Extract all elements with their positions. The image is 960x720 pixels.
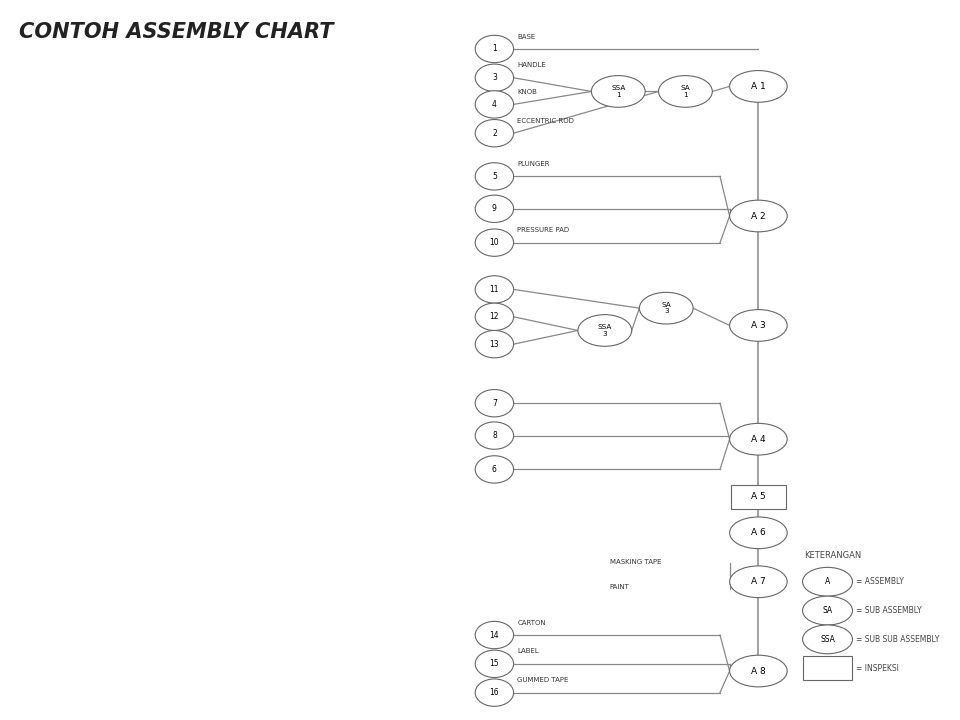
Ellipse shape: [475, 303, 514, 330]
Text: LABEL: LABEL: [517, 649, 540, 654]
Text: = SUB SUB ASSEMBLY: = SUB SUB ASSEMBLY: [856, 635, 940, 644]
Text: SA: SA: [823, 606, 832, 615]
Ellipse shape: [730, 423, 787, 455]
Text: 11: 11: [490, 285, 499, 294]
Ellipse shape: [475, 229, 514, 256]
Text: CARTON: CARTON: [517, 620, 546, 626]
Text: A: A: [825, 577, 830, 586]
Text: CONTOH ASSEMBLY CHART: CONTOH ASSEMBLY CHART: [19, 22, 334, 42]
Text: 13: 13: [490, 340, 499, 348]
Ellipse shape: [578, 315, 632, 346]
Text: = SUB ASSEMBLY: = SUB ASSEMBLY: [856, 606, 922, 615]
Ellipse shape: [475, 120, 514, 147]
Text: SSA
3: SSA 3: [598, 324, 612, 337]
Ellipse shape: [475, 64, 514, 91]
Text: KNOB: KNOB: [517, 89, 538, 95]
Text: A 6: A 6: [751, 528, 766, 537]
Ellipse shape: [730, 310, 787, 341]
Text: HANDLE: HANDLE: [517, 63, 546, 68]
Text: A 7: A 7: [751, 577, 766, 586]
Text: MASKING TAPE: MASKING TAPE: [610, 559, 661, 564]
Ellipse shape: [475, 91, 514, 118]
Text: A 5: A 5: [751, 492, 766, 501]
Text: A 3: A 3: [751, 321, 766, 330]
Bar: [803, 656, 852, 680]
Text: SSA: SSA: [820, 635, 835, 644]
Ellipse shape: [591, 76, 645, 107]
Text: = INSPEKSI: = INSPEKSI: [856, 664, 900, 672]
Text: ECCENTRIC ROD: ECCENTRIC ROD: [517, 118, 574, 124]
Text: 2: 2: [492, 129, 496, 138]
Text: GUMMED TAPE: GUMMED TAPE: [517, 678, 569, 683]
Ellipse shape: [475, 330, 514, 358]
Ellipse shape: [475, 679, 514, 706]
Text: A 8: A 8: [751, 667, 766, 675]
Ellipse shape: [475, 276, 514, 303]
Text: 16: 16: [490, 688, 499, 697]
Ellipse shape: [803, 567, 852, 596]
Text: 12: 12: [490, 312, 499, 321]
Text: 7: 7: [492, 399, 497, 408]
Text: A 4: A 4: [751, 435, 766, 444]
Text: = ASSEMBLY: = ASSEMBLY: [856, 577, 904, 586]
Ellipse shape: [730, 71, 787, 102]
Text: A 2: A 2: [751, 212, 766, 220]
Bar: [731, 485, 786, 509]
Ellipse shape: [475, 422, 514, 449]
Text: PAINT: PAINT: [610, 584, 630, 590]
Ellipse shape: [659, 76, 712, 107]
Ellipse shape: [730, 200, 787, 232]
Ellipse shape: [475, 195, 514, 222]
Text: 3: 3: [492, 73, 497, 82]
Text: SA
1: SA 1: [681, 85, 690, 98]
Ellipse shape: [475, 390, 514, 417]
Text: 15: 15: [490, 660, 499, 668]
Ellipse shape: [475, 35, 514, 63]
Text: PRESSURE PAD: PRESSURE PAD: [517, 228, 569, 233]
Ellipse shape: [730, 655, 787, 687]
Ellipse shape: [803, 625, 852, 654]
Ellipse shape: [475, 650, 514, 678]
Text: 5: 5: [492, 172, 497, 181]
Ellipse shape: [475, 456, 514, 483]
Text: SSA
1: SSA 1: [612, 85, 625, 98]
Text: BASE: BASE: [517, 34, 536, 40]
Ellipse shape: [475, 621, 514, 649]
Text: 1: 1: [492, 45, 496, 53]
Text: 6: 6: [492, 465, 497, 474]
Ellipse shape: [639, 292, 693, 324]
Text: A 1: A 1: [751, 82, 766, 91]
Text: 14: 14: [490, 631, 499, 639]
Ellipse shape: [803, 596, 852, 625]
Text: 4: 4: [492, 100, 497, 109]
Text: 10: 10: [490, 238, 499, 247]
Text: 9: 9: [492, 204, 497, 213]
Text: 8: 8: [492, 431, 496, 440]
Text: PLUNGER: PLUNGER: [517, 161, 550, 167]
Text: KETERANGAN: KETERANGAN: [804, 552, 862, 560]
Ellipse shape: [475, 163, 514, 190]
Ellipse shape: [730, 517, 787, 549]
Text: SA
3: SA 3: [661, 302, 671, 315]
Ellipse shape: [730, 566, 787, 598]
